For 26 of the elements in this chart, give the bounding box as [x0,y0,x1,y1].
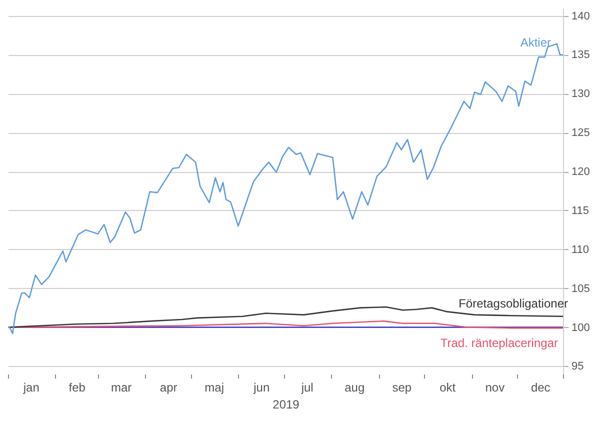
y-tick-label: 110 [572,244,590,256]
x-tick-label: mar [110,380,132,394]
y-tick-label: 100 [572,322,590,334]
y-tick-label: 95 [572,360,584,373]
x-tick-label: nov [485,380,505,394]
series-label: Aktier [520,36,551,50]
x-tick-label: jun [252,380,270,394]
y-tick-label: 140 [572,10,590,22]
y-tick-label: 125 [572,127,590,140]
y-tick-label: 115 [572,204,590,217]
x-tick-label: feb [68,380,86,394]
x-axis-title: 2019 [272,398,300,412]
series-label: Företagsobligationer [458,296,568,310]
series-label: Trad. ränteplaceringar [440,336,558,350]
x-tick-label: jul [300,380,314,394]
y-tick-label: 130 [572,88,590,100]
x-tick-label: sep [392,380,412,394]
y-tick-label: 120 [572,166,590,178]
x-tick-label: okt [440,380,456,394]
x-tick-label: aug [344,380,365,394]
x-tick-label: apr [160,380,178,394]
x-tick-label: maj [204,380,224,394]
y-tick-label: 135 [572,49,590,62]
x-tick-label: dec [530,380,550,394]
x-tick-label: jan [22,380,40,394]
y-tick-label: 105 [572,282,590,295]
